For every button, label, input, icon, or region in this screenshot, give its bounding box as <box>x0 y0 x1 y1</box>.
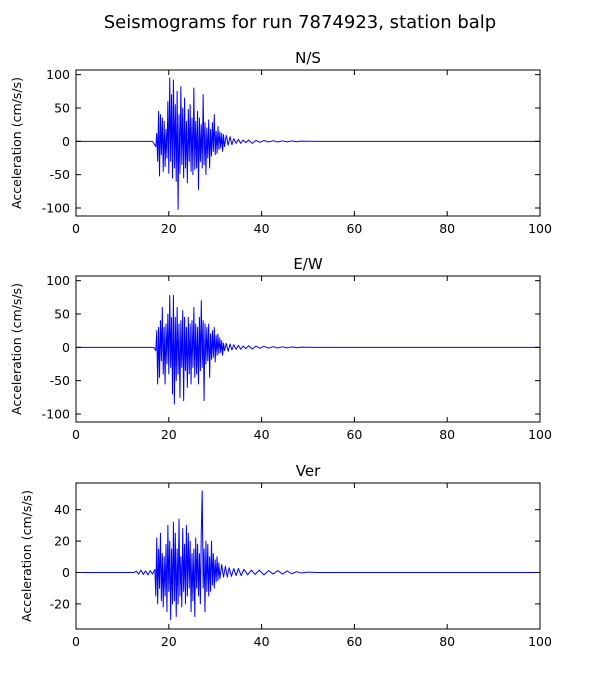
x-tick-label-ew: 20 <box>161 427 177 442</box>
y-axis-label-ns: Acceleration (cm/s/s) <box>9 77 24 209</box>
y-tick-label-ver: -20 <box>50 596 70 611</box>
y-tick-label-ver: 0 <box>62 565 70 580</box>
x-tick-label-ew: 40 <box>254 427 270 442</box>
y-tick-label-ver: 40 <box>54 502 70 517</box>
x-tick-label-ew: 100 <box>528 427 552 442</box>
x-tick-label-ns: 60 <box>346 221 362 236</box>
x-tick-label-ver: 40 <box>254 634 270 649</box>
trace-ew <box>76 294 540 405</box>
y-tick-label-ew: 0 <box>62 340 70 355</box>
y-tick-label-ns: 50 <box>54 101 70 116</box>
panel-ver: 0 20 40 60 80 100 -20 0 20 40 Ver Acceleration (cm/… <box>19 462 552 649</box>
x-tick-label-ns: 100 <box>528 221 552 236</box>
trace-ns <box>76 77 540 210</box>
y-tick-label-ns: -50 <box>50 167 70 182</box>
panel-title-ew: E/W <box>293 255 323 273</box>
x-tick-label-ns: 0 <box>72 221 80 236</box>
x-tick-label-ns: 80 <box>439 221 455 236</box>
panel-title-ns: N/S <box>295 49 321 67</box>
x-tick-label-ew: 80 <box>439 427 455 442</box>
y-tick-label-ns: 0 <box>62 134 70 149</box>
y-tick-label-ew: 100 <box>46 273 70 288</box>
axes-frame-ver <box>75 482 541 630</box>
y-tick-label-ns: -100 <box>42 201 70 216</box>
y-tick-label-ew: -50 <box>50 373 70 388</box>
x-tick-label-ew: 0 <box>72 427 80 442</box>
y-tick-label-ew: -100 <box>42 407 70 422</box>
y-tick-label-ver: 20 <box>54 534 70 549</box>
y-tick-label-ew: 50 <box>54 307 70 322</box>
axes-frame-ew <box>75 275 541 423</box>
y-tick-label-ns: 100 <box>46 67 70 82</box>
figure-title: Seismograms for run 7874923, station bal… <box>104 12 496 33</box>
x-tick-label-ver: 100 <box>528 634 552 649</box>
x-tick-label-ew: 60 <box>346 427 362 442</box>
panel-title-ver: Ver <box>296 462 321 480</box>
x-tick-label-ver: 20 <box>161 634 177 649</box>
y-axis-label-ew: Acceleration (cm/s/s) <box>9 283 24 415</box>
x-tick-label-ns: 40 <box>254 221 270 236</box>
x-tick-label-ver: 60 <box>346 634 362 649</box>
x-tick-label-ver: 80 <box>439 634 455 649</box>
panel-ns: 0 20 40 60 80 100 -100 -50 0 50 100 N/S Acceleration… <box>9 49 552 236</box>
axes-frame-ns <box>75 69 541 217</box>
panel-ew: 0 20 40 60 80 100 -100 -50 0 50 100 E/W Acceleration… <box>9 255 552 442</box>
x-tick-label-ns: 20 <box>161 221 177 236</box>
panels: 0 20 40 60 80 100 -100 -50 0 50 100 N/S Acceleration… <box>9 49 552 649</box>
trace-ver <box>76 490 540 621</box>
x-tick-label-ver: 0 <box>72 634 80 649</box>
y-axis-label-ver: Acceleration (cm/s/s) <box>19 490 34 622</box>
